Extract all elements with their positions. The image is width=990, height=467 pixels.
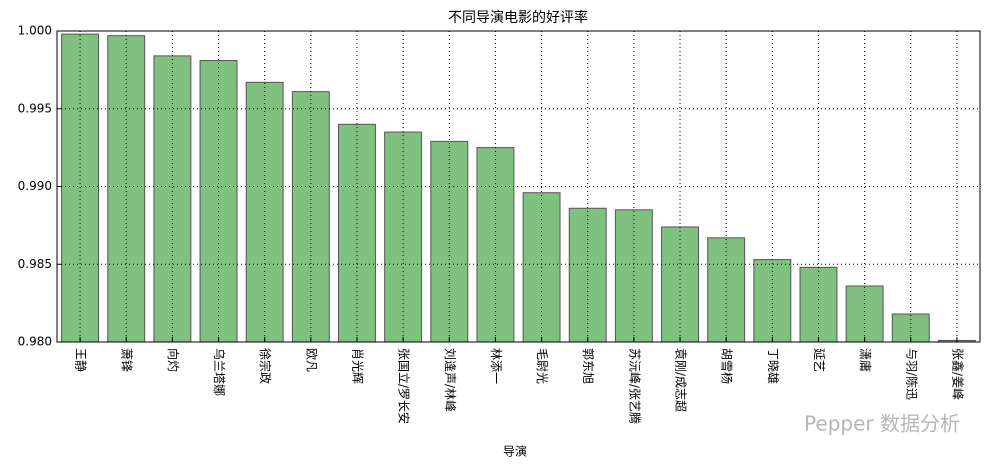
y-tick-label: 0.995 — [18, 101, 52, 115]
x-tick-label: 王静 — [74, 348, 88, 372]
x-tick-label: 乌兰塔娜 — [212, 348, 227, 396]
bar — [338, 123, 376, 343]
bar — [845, 285, 884, 343]
x-tick-label: 郭东旭 — [581, 348, 595, 384]
bar — [291, 91, 330, 343]
x-axis-label: 导演 — [503, 444, 527, 459]
x-tick-label: 潇庸 — [858, 348, 873, 372]
x-tick-label: 胡雪杨 — [720, 348, 735, 384]
x-tick-label: 刘逢声/林峰 — [443, 348, 457, 412]
bar — [476, 147, 515, 343]
x-tick-label: 毛尉光 — [535, 348, 550, 384]
bar — [753, 259, 792, 343]
bar — [245, 81, 284, 343]
x-tick-label: 徐宗政 — [258, 348, 273, 384]
y-tick-label: 0.980 — [18, 335, 52, 349]
x-tick-label: 丁晓雄 — [766, 348, 781, 384]
watermark: Pepper 数据分析 — [804, 412, 960, 436]
x-tick-label: 张鑫/姜峰 — [950, 348, 965, 400]
x-tick-label: 延艺 — [812, 348, 826, 372]
x-tick-label: 向灼 — [166, 348, 181, 372]
x-tick-label: 与羽/陈迅 — [904, 348, 919, 400]
bar — [799, 266, 838, 343]
x-tick-label: 袁刚/成志超 — [674, 348, 689, 412]
bar — [707, 237, 746, 343]
x-tick-label: 萧锋 — [120, 348, 134, 372]
y-tick-label: 0.990 — [18, 179, 52, 193]
x-tick-label: 林添一 — [489, 348, 503, 384]
bar — [61, 33, 100, 343]
bar — [661, 226, 699, 343]
bar — [107, 35, 146, 343]
x-tick-label: 张国立/罗长安 — [397, 348, 412, 424]
x-tick-label: 苏沅峰/张艺腾 — [627, 348, 642, 424]
x-tick-label: 肖光辉 — [350, 348, 364, 384]
y-tick-label: 1.000 — [18, 24, 52, 38]
bar — [430, 140, 469, 343]
chart-title: 不同导演电影的好评率 — [448, 9, 588, 26]
x-tick-label: 欧凡 — [304, 348, 318, 372]
plot-frame — [56, 30, 981, 343]
y-tick-label: 0.985 — [18, 257, 52, 271]
